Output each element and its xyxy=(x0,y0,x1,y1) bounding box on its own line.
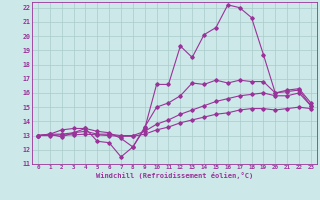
X-axis label: Windchill (Refroidissement éolien,°C): Windchill (Refroidissement éolien,°C) xyxy=(96,172,253,179)
